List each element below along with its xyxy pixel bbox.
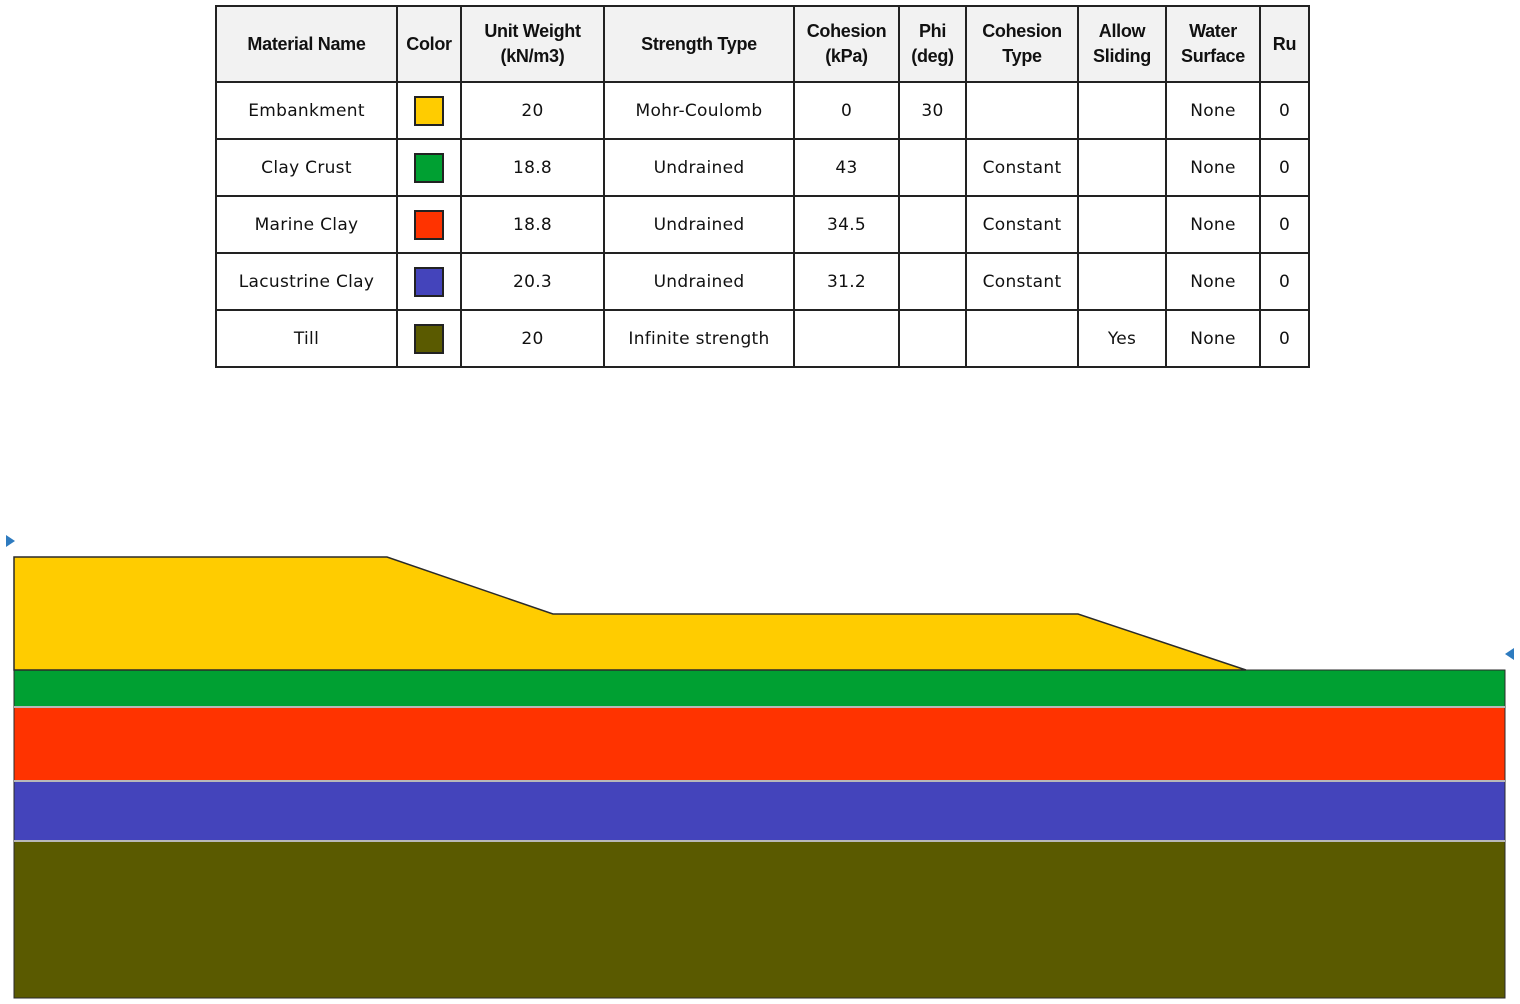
header-water-surface: Water Surface: [1165, 5, 1261, 83]
lacustrine-clay-layer: [13, 780, 1506, 842]
table-row: Marine Clay 18.8 Undrained 34.5 Constant…: [215, 195, 1310, 254]
phi: [898, 309, 967, 368]
unit-weight: 20: [460, 309, 605, 368]
strength-type: Infinite strength: [603, 309, 795, 368]
header-unit-weight: Unit Weight (kN/m3): [460, 5, 605, 83]
marine-clay-layer: [13, 706, 1506, 782]
header-allow-sliding: Allow Sliding: [1077, 5, 1167, 83]
header-cohesion-type: Cohesion Type: [965, 5, 1079, 83]
allow-sliding: [1077, 195, 1167, 254]
ru: 0: [1259, 195, 1310, 254]
color-cell: [396, 138, 462, 197]
water-surface: None: [1165, 309, 1261, 368]
cohesion: 43: [793, 138, 900, 197]
water-surface: None: [1165, 195, 1261, 254]
phi: [898, 195, 967, 254]
cohesion: 31.2: [793, 252, 900, 311]
material-properties-table: Material Name Color Unit Weight (kN/m3) …: [215, 5, 1310, 368]
phi: 30: [898, 81, 967, 140]
unit-weight: 18.8: [460, 195, 605, 254]
table-row: Clay Crust 18.8 Undrained 43 Constant No…: [215, 138, 1310, 197]
ru: 0: [1259, 138, 1310, 197]
table-header-row: Material Name Color Unit Weight (kN/m3) …: [215, 5, 1310, 83]
header-phi: Phi (deg): [898, 5, 967, 83]
color-swatch: [414, 323, 444, 354]
header-strength-type: Strength Type: [603, 5, 795, 83]
table-row: Till 20 Infinite strength Yes None 0: [215, 309, 1310, 368]
color-swatch: [414, 209, 444, 240]
cohesion: 34.5: [793, 195, 900, 254]
unit-weight: 20: [460, 81, 605, 140]
color-cell: [396, 195, 462, 254]
material-name: Clay Crust: [215, 138, 398, 197]
color-swatch: [414, 152, 444, 183]
cohesion: [793, 309, 900, 368]
table-row: Embankment 20 Mohr-Coulomb 0 30 None 0: [215, 81, 1310, 140]
ru: 0: [1259, 81, 1310, 140]
cohesion: 0: [793, 81, 900, 140]
strength-type: Undrained: [603, 252, 795, 311]
unit-weight: 20.3: [460, 252, 605, 311]
header-color: Color: [396, 5, 462, 83]
ru: 0: [1259, 252, 1310, 311]
cohesion-type: Constant: [965, 252, 1079, 311]
unit-weight: 18.8: [460, 138, 605, 197]
color-swatch: [414, 266, 444, 297]
strength-type: Mohr-Coulomb: [603, 81, 795, 140]
water-surface: None: [1165, 252, 1261, 311]
header-ru: Ru: [1259, 5, 1310, 83]
water-surface: None: [1165, 81, 1261, 140]
allow-sliding: [1077, 138, 1167, 197]
ru: 0: [1259, 309, 1310, 368]
table-row: Lacustrine Clay 20.3 Undrained 31.2 Cons…: [215, 252, 1310, 311]
allow-sliding: [1077, 81, 1167, 140]
till-layer: [13, 840, 1506, 999]
cohesion-type: [965, 81, 1079, 140]
cohesion-type: Constant: [965, 195, 1079, 254]
material-name: Marine Clay: [215, 195, 398, 254]
color-swatch: [414, 95, 444, 126]
allow-sliding: [1077, 252, 1167, 311]
material-name: Lacustrine Clay: [215, 252, 398, 311]
strength-type: Undrained: [603, 138, 795, 197]
embankment-layer: [13, 556, 1247, 671]
material-name: Till: [215, 309, 398, 368]
water-surface: None: [1165, 138, 1261, 197]
right-limit-marker-icon: [1505, 648, 1514, 660]
cohesion-type: Constant: [965, 138, 1079, 197]
material-name: Embankment: [215, 81, 398, 140]
cohesion-type: [965, 309, 1079, 368]
color-cell: [396, 81, 462, 140]
slope-cross-section: [6, 535, 1514, 999]
clay-crust-layer: [13, 669, 1506, 708]
left-limit-marker-icon: [6, 535, 15, 547]
phi: [898, 138, 967, 197]
color-cell: [396, 309, 462, 368]
header-material-name: Material Name: [215, 5, 398, 83]
strength-type: Undrained: [603, 195, 795, 254]
phi: [898, 252, 967, 311]
allow-sliding: Yes: [1077, 309, 1167, 368]
header-cohesion: Cohesion (kPa): [793, 5, 900, 83]
color-cell: [396, 252, 462, 311]
